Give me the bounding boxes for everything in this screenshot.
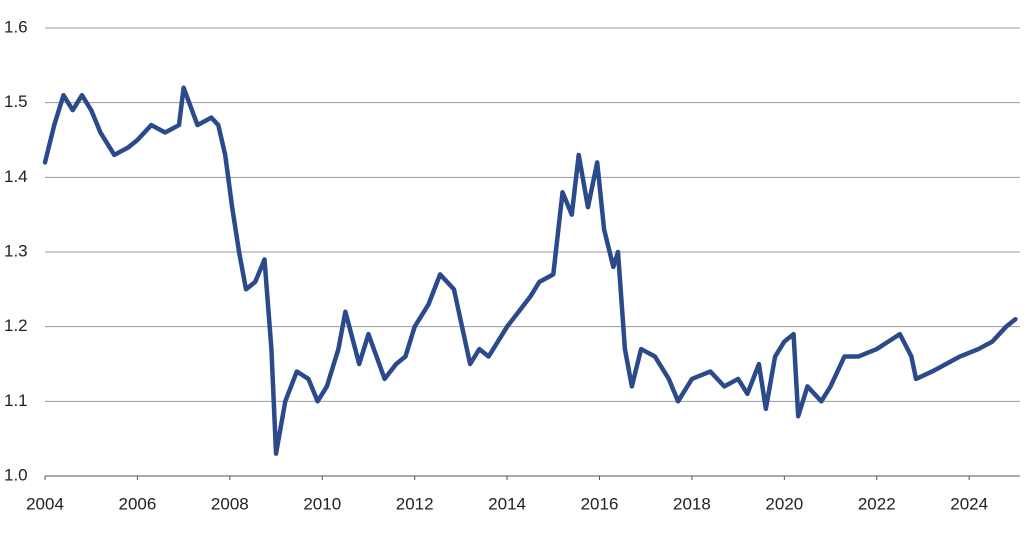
y-tick-label: 1.4 bbox=[4, 167, 28, 186]
x-tick-label: 2024 bbox=[950, 494, 988, 513]
x-tick-label: 2016 bbox=[581, 494, 619, 513]
y-tick-label: 1.1 bbox=[4, 391, 28, 410]
y-tick-label: 1.0 bbox=[4, 465, 28, 484]
y-tick-label: 1.2 bbox=[4, 316, 28, 335]
y-tick-label: 1.5 bbox=[4, 92, 28, 111]
x-tick-label: 2014 bbox=[488, 494, 526, 513]
x-tick-label: 2010 bbox=[303, 494, 341, 513]
x-tick-label: 2020 bbox=[765, 494, 803, 513]
x-tick-label: 2018 bbox=[673, 494, 711, 513]
x-tick-label: 2008 bbox=[211, 494, 249, 513]
x-tick-label: 2012 bbox=[396, 494, 434, 513]
y-tick-label: 1.3 bbox=[4, 241, 28, 260]
x-tick-label: 2022 bbox=[858, 494, 896, 513]
y-tick-label: 1.6 bbox=[4, 17, 28, 36]
x-tick-label: 2004 bbox=[26, 494, 64, 513]
data-line bbox=[42, 85, 1018, 456]
x-tick-label: 2006 bbox=[119, 494, 157, 513]
